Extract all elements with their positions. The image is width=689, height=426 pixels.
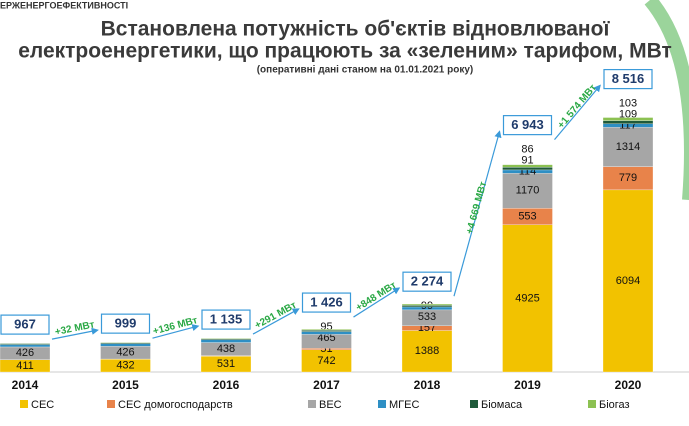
bar-segment	[301, 330, 352, 332]
total-box	[201, 309, 251, 330]
growth-arrow	[353, 287, 401, 318]
x-tick-label: 2014	[12, 378, 39, 392]
decor-arc	[644, 0, 689, 200]
total-box	[100, 313, 151, 334]
data-label: 1170	[516, 185, 540, 197]
legend-swatch	[470, 400, 478, 408]
chart-title: електроенергетики, що працюють за «зелен…	[18, 40, 672, 63]
logo-text: ЕРЖЕНЕРГОЕФЕКТИВНОСТІ	[0, 0, 128, 10]
growth-arrow	[453, 130, 502, 297]
bar-segment	[100, 342, 151, 344]
total-label: 1 426	[310, 295, 343, 310]
growth-arrow	[554, 84, 601, 141]
legend-swatch	[378, 400, 386, 408]
bar-segment	[401, 305, 453, 308]
data-label: 779	[619, 172, 637, 184]
data-label: 6094	[616, 275, 640, 287]
bar-segment	[602, 117, 654, 121]
x-tick-label: 2019	[514, 378, 541, 392]
data-label: 465	[317, 332, 335, 344]
bar-segment	[602, 189, 654, 373]
data-label: 1388	[415, 345, 439, 357]
x-tick-label: 2017	[313, 378, 340, 392]
total-box	[402, 271, 452, 292]
chart-subtitle: (оперативні дані станом на 01.01.2021 ро…	[257, 65, 474, 76]
data-label: 553	[518, 210, 536, 222]
total-box	[603, 68, 653, 90]
legend-label: Біомаса	[481, 399, 523, 411]
legend-label: СЕС домогосподарств	[118, 399, 233, 411]
legend-label: СЕС	[31, 399, 54, 411]
bar-segment	[502, 224, 553, 373]
bar-segment	[602, 127, 654, 167]
legend-label: МГЕС	[389, 399, 419, 411]
x-tick-label: 2015	[112, 378, 139, 392]
bar-segment	[0, 344, 51, 348]
data-label: 438	[217, 343, 235, 355]
x-tick-label: 2020	[615, 378, 642, 392]
total-box	[502, 115, 553, 136]
bar-segment	[200, 338, 252, 340]
x-tick-label: 2016	[213, 378, 240, 392]
data-label: 86	[521, 144, 533, 156]
bar-segment	[0, 343, 51, 345]
data-label: 742	[317, 355, 335, 367]
total-label: 1 135	[210, 312, 243, 327]
bar-segment	[502, 164, 553, 168]
total-label: 999	[115, 316, 137, 331]
bar-segment	[100, 343, 151, 347]
data-label: 91	[521, 155, 533, 167]
total-label: 2 274	[411, 274, 444, 289]
growth-arrow	[51, 327, 99, 340]
total-box	[0, 314, 50, 335]
x-tick-label: 2018	[414, 378, 441, 392]
total-box	[301, 292, 352, 313]
data-label: 411	[16, 360, 34, 372]
growth-arrow	[152, 324, 200, 339]
bar-segment	[200, 339, 252, 343]
growth-arrow	[252, 308, 300, 335]
bar-segment	[301, 329, 352, 331]
legend-swatch	[308, 400, 316, 408]
data-label: 4925	[515, 292, 539, 304]
chart-title: Встановлена потужність об'єктів відновлю…	[101, 18, 611, 41]
data-label: 432	[116, 359, 134, 371]
legend-label: Біогаз	[599, 399, 630, 411]
legend-swatch	[107, 400, 115, 408]
data-label: 426	[116, 347, 134, 359]
bar-segment	[401, 330, 453, 373]
data-label: 103	[619, 98, 637, 110]
data-label: 533	[418, 311, 436, 323]
total-label: 8 516	[612, 71, 645, 86]
bar-segment	[602, 120, 654, 124]
bar-segment	[401, 303, 453, 306]
data-label: 1314	[616, 141, 640, 153]
bar-segment	[200, 337, 252, 339]
bar-segment	[100, 341, 151, 343]
data-label: 426	[16, 347, 34, 359]
total-label: 967	[14, 317, 36, 332]
bar-segment	[502, 167, 553, 171]
legend-label: ВЕС	[319, 399, 342, 411]
legend-swatch	[588, 400, 596, 408]
legend-swatch	[20, 400, 28, 408]
total-label: 6 943	[511, 117, 544, 132]
data-label: 531	[217, 358, 235, 370]
